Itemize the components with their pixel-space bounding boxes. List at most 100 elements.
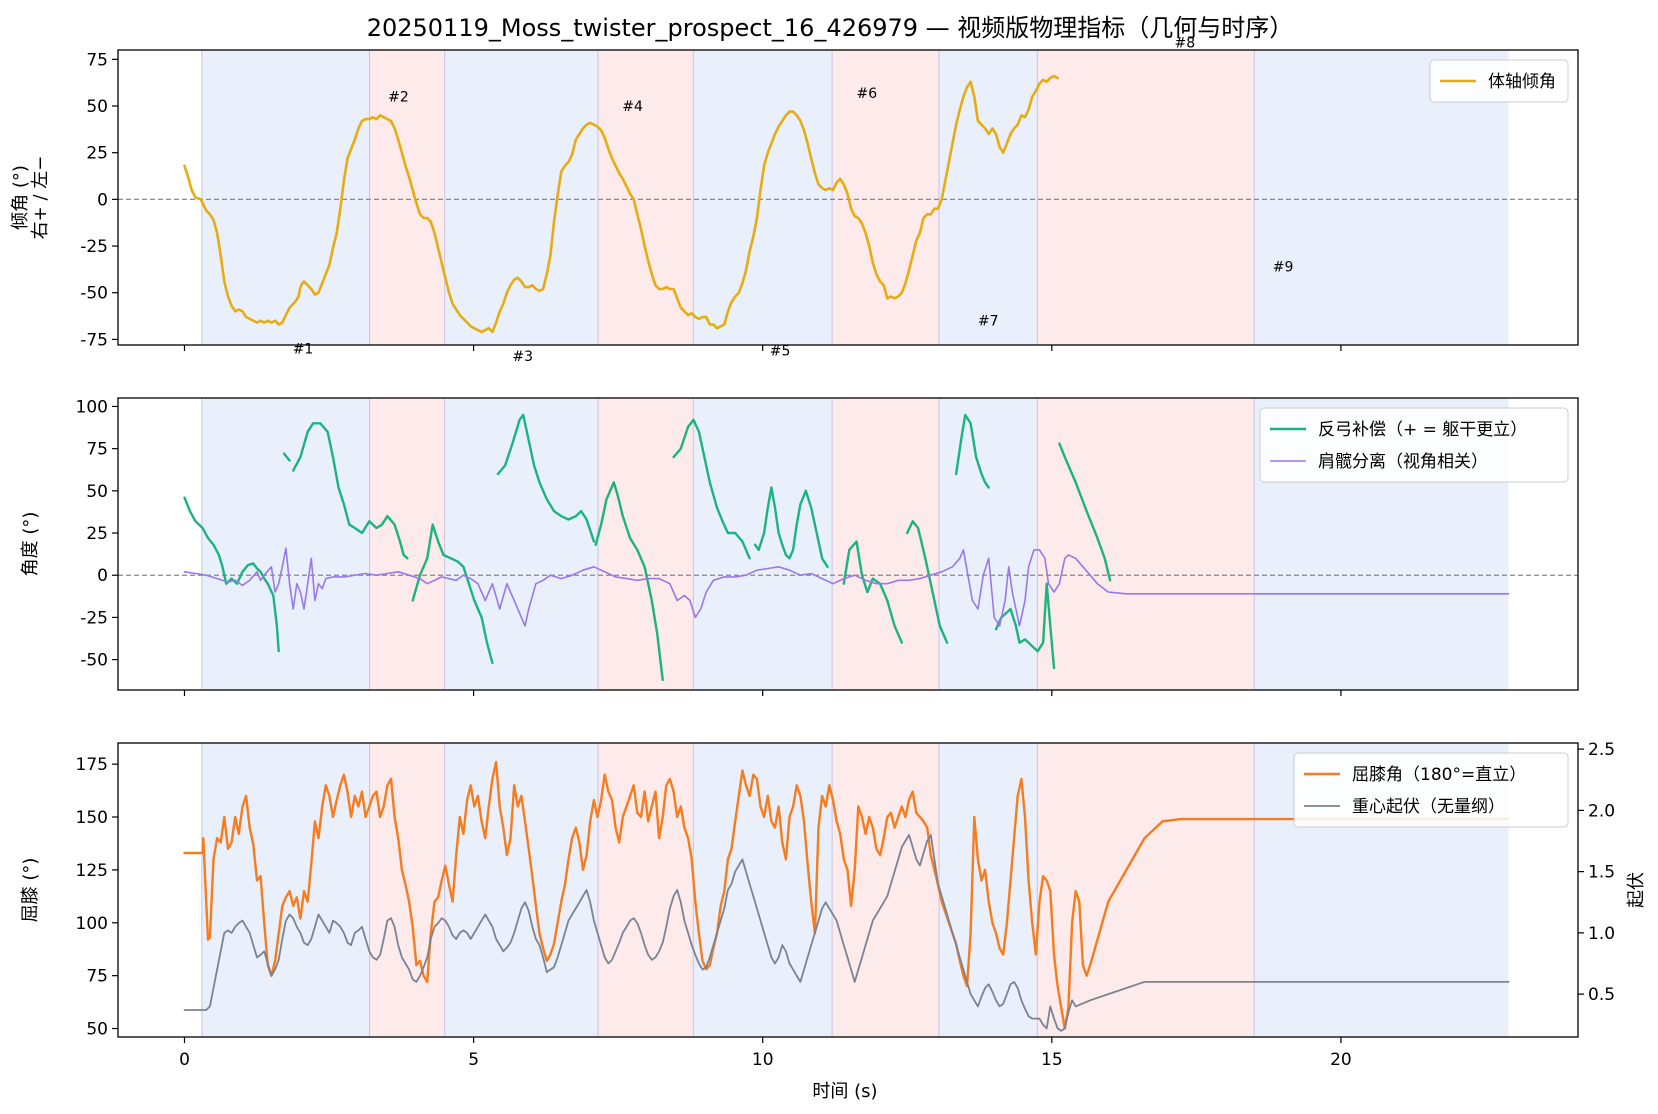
y-tick-label: 50: [86, 482, 108, 502]
y-tick-label: 50: [86, 97, 108, 117]
y-axis-label: 角度 (°): [20, 512, 41, 577]
y-tick-label: 150: [76, 808, 108, 828]
phase-band-3: [444, 50, 598, 345]
y-tick-label: 100: [76, 914, 108, 934]
y-tick-label: 25: [86, 144, 108, 164]
series-line-arch-5: [496, 413, 596, 543]
series-line-arch-1: [183, 496, 280, 653]
phase-band-7: [939, 50, 1038, 345]
y-tick-label: 0: [97, 190, 108, 210]
x-tick-label: 20: [1330, 1050, 1352, 1070]
legend-entry: 屈膝角（180°=直立）: [1352, 765, 1526, 785]
phase-band-6: [832, 743, 940, 1037]
phase-band-5: [693, 50, 833, 345]
x-tick-label: 0: [179, 1050, 190, 1070]
legend-entry: 重心起伏（无量纲）: [1352, 797, 1505, 817]
x-tick-label: 10: [752, 1050, 774, 1070]
series-line-arch-10: [906, 520, 949, 644]
y-axis-label: 倾角 (°): [10, 165, 31, 230]
y-axis-label: 屈膝 (°): [20, 858, 41, 923]
x-tick-label: 15: [1041, 1050, 1063, 1070]
phase-band-1: [201, 743, 370, 1037]
legend-box: [1293, 752, 1569, 828]
phase-annotation: #3: [512, 349, 533, 365]
y-tick-label: 125: [76, 861, 108, 881]
phase-annotation: #1: [293, 342, 314, 358]
legend: 体轴倾角: [1429, 59, 1569, 103]
panel-1: -75 -50 -25 0 25 50 75 倾角 (°) 右+ / 左− #1 #2 #3 #4 #5 #…: [10, 36, 1579, 365]
phase-band-2: [369, 50, 445, 345]
legend-box: [1429, 59, 1569, 103]
legend-entry: 体轴倾角: [1488, 72, 1556, 92]
series-line-arch-11: [954, 413, 990, 489]
phase-band-8: [1037, 743, 1255, 1037]
series-line-com-1: [183, 834, 1510, 1032]
series-line-arch-4: [411, 523, 494, 665]
phase-band-8: [1037, 50, 1255, 345]
phase-annotation: #7: [978, 314, 999, 330]
y-tick-label: -50: [80, 651, 108, 671]
series-line-tilt-1: [183, 74, 1059, 334]
x-axis-label: 时间 (s): [812, 1081, 877, 1102]
phase-annotation: #2: [388, 90, 409, 106]
axes-frame: [117, 742, 1579, 1038]
axes-frame: [117, 49, 1579, 346]
panel-2: -50 -25 0 25 50 75 100 角度 (°) 反弓补偿（+ = 躯干更立） 肩髋分离…: [20, 397, 1579, 696]
series-line-arch-8: [753, 486, 829, 568]
axes-frame: [117, 397, 1579, 691]
legend: 反弓补偿（+ = 躯干更立） 肩髋分离（视角相关）: [1259, 407, 1569, 483]
phase-annotation: #9: [1273, 260, 1294, 276]
phase-band-3: [444, 398, 598, 690]
legend-box: [1259, 407, 1569, 483]
phase-band-5: [693, 398, 833, 690]
series-line-arch-9: [842, 540, 903, 644]
series-line-shoulder-1: [183, 547, 1510, 627]
y-tick-label: 100: [76, 397, 108, 417]
y2-tick-label: 2.0: [1588, 801, 1615, 821]
phase-band-1: [201, 50, 370, 345]
y-tick-label: 0: [97, 566, 108, 586]
series-line-arch-3: [292, 422, 409, 560]
phase-band-1: [201, 398, 370, 690]
y2-tick-label: 1.5: [1588, 863, 1615, 883]
phase-annotation: #8: [1174, 36, 1195, 52]
y-tick-label: 75: [86, 440, 108, 460]
y-tick-label: 50: [86, 1020, 108, 1040]
y-tick-label: 175: [76, 755, 108, 775]
y2-axis-label: 起伏: [1626, 872, 1647, 908]
phase-band-3: [444, 743, 598, 1037]
series-line-arch-13: [1058, 442, 1112, 582]
phase-annotation: #6: [856, 86, 877, 102]
chart-title: 20250119_Moss_twister_prospect_16_426979…: [367, 14, 1294, 42]
phase-annotation: #5: [770, 344, 791, 360]
phase-band-4: [597, 743, 694, 1037]
series-line-arch-2: [282, 452, 291, 462]
phase-band-2: [369, 398, 445, 690]
y2-tick-label: 0.5: [1588, 985, 1615, 1005]
panel-3: 50 75 100 125 150 175 0.5 1.0 1.5 2.0 2.5 起伏 0 5 10 15 2…: [20, 740, 1647, 1070]
legend-entry: 反弓补偿（+ = 躯干更立）: [1318, 420, 1527, 440]
y2-tick-label: 1.0: [1588, 924, 1615, 944]
series-line-arch-12: [994, 582, 1056, 670]
y2-tick-label: 2.5: [1588, 740, 1615, 760]
series-line-arch-6: [594, 481, 664, 682]
y-tick-label: -25: [80, 608, 108, 628]
y-tick-label: 75: [86, 967, 108, 987]
legend: 屈膝角（180°=直立） 重心起伏（无量纲）: [1293, 752, 1569, 828]
y-axis-label: 右+ / 左−: [30, 156, 51, 240]
phase-band-7: [939, 398, 1038, 690]
phase-band-8: [1037, 398, 1255, 690]
phase-band-4: [597, 398, 694, 690]
series-line-knee-1: [183, 760, 1510, 1030]
y-tick-label: 75: [86, 50, 108, 70]
y-tick-label: -75: [80, 330, 108, 350]
legend-entry: 肩髋分离（视角相关）: [1318, 452, 1488, 472]
y-tick-label: -50: [80, 284, 108, 304]
y-tick-label: 25: [86, 524, 108, 544]
y-tick-label: -25: [80, 237, 108, 257]
x-tick-label: 5: [468, 1050, 479, 1070]
series-line-arch-7: [672, 418, 751, 560]
phase-annotation: #4: [622, 99, 643, 115]
